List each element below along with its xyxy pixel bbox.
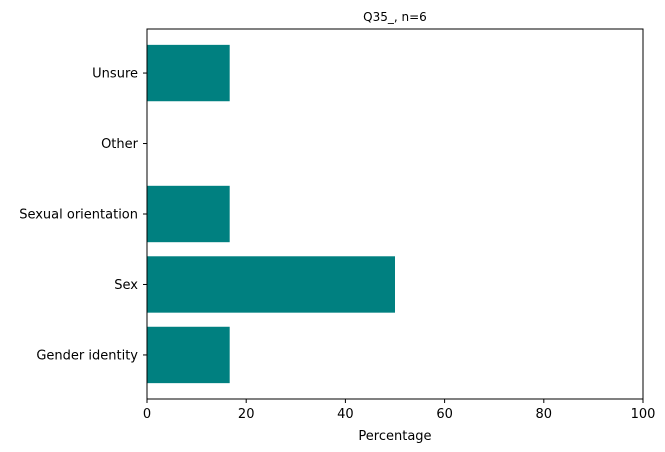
- x-tick-label: 20: [238, 407, 255, 422]
- x-tick-label: 0: [143, 407, 151, 422]
- y-category-label: Unsure: [92, 67, 138, 82]
- bar-sexual-orientation: [147, 185, 230, 243]
- y-category-label: Sex: [114, 278, 138, 293]
- bar-sex: [147, 256, 395, 313]
- y-category-label: Gender identity: [36, 348, 138, 363]
- y-category-label: Sexual orientation: [19, 208, 138, 223]
- y-category-labels: Gender identity Sex Sexual orientation Othe…: [19, 67, 147, 363]
- bars-group: [147, 44, 395, 384]
- chart-title: Q35_, n=6: [363, 10, 427, 24]
- x-tick-label: 100: [631, 407, 656, 422]
- x-tick-labels: 0 20 40 60 80 100: [143, 399, 656, 422]
- x-tick-label: 60: [436, 407, 453, 422]
- x-axis-label: Percentage: [358, 429, 431, 444]
- x-tick-label: 40: [337, 407, 354, 422]
- y-category-label: Other: [101, 137, 139, 152]
- bar-gender-identity: [147, 326, 230, 384]
- bar-unsure: [147, 44, 230, 102]
- x-tick-label: 80: [536, 407, 553, 422]
- plot-frame: [146, 28, 644, 400]
